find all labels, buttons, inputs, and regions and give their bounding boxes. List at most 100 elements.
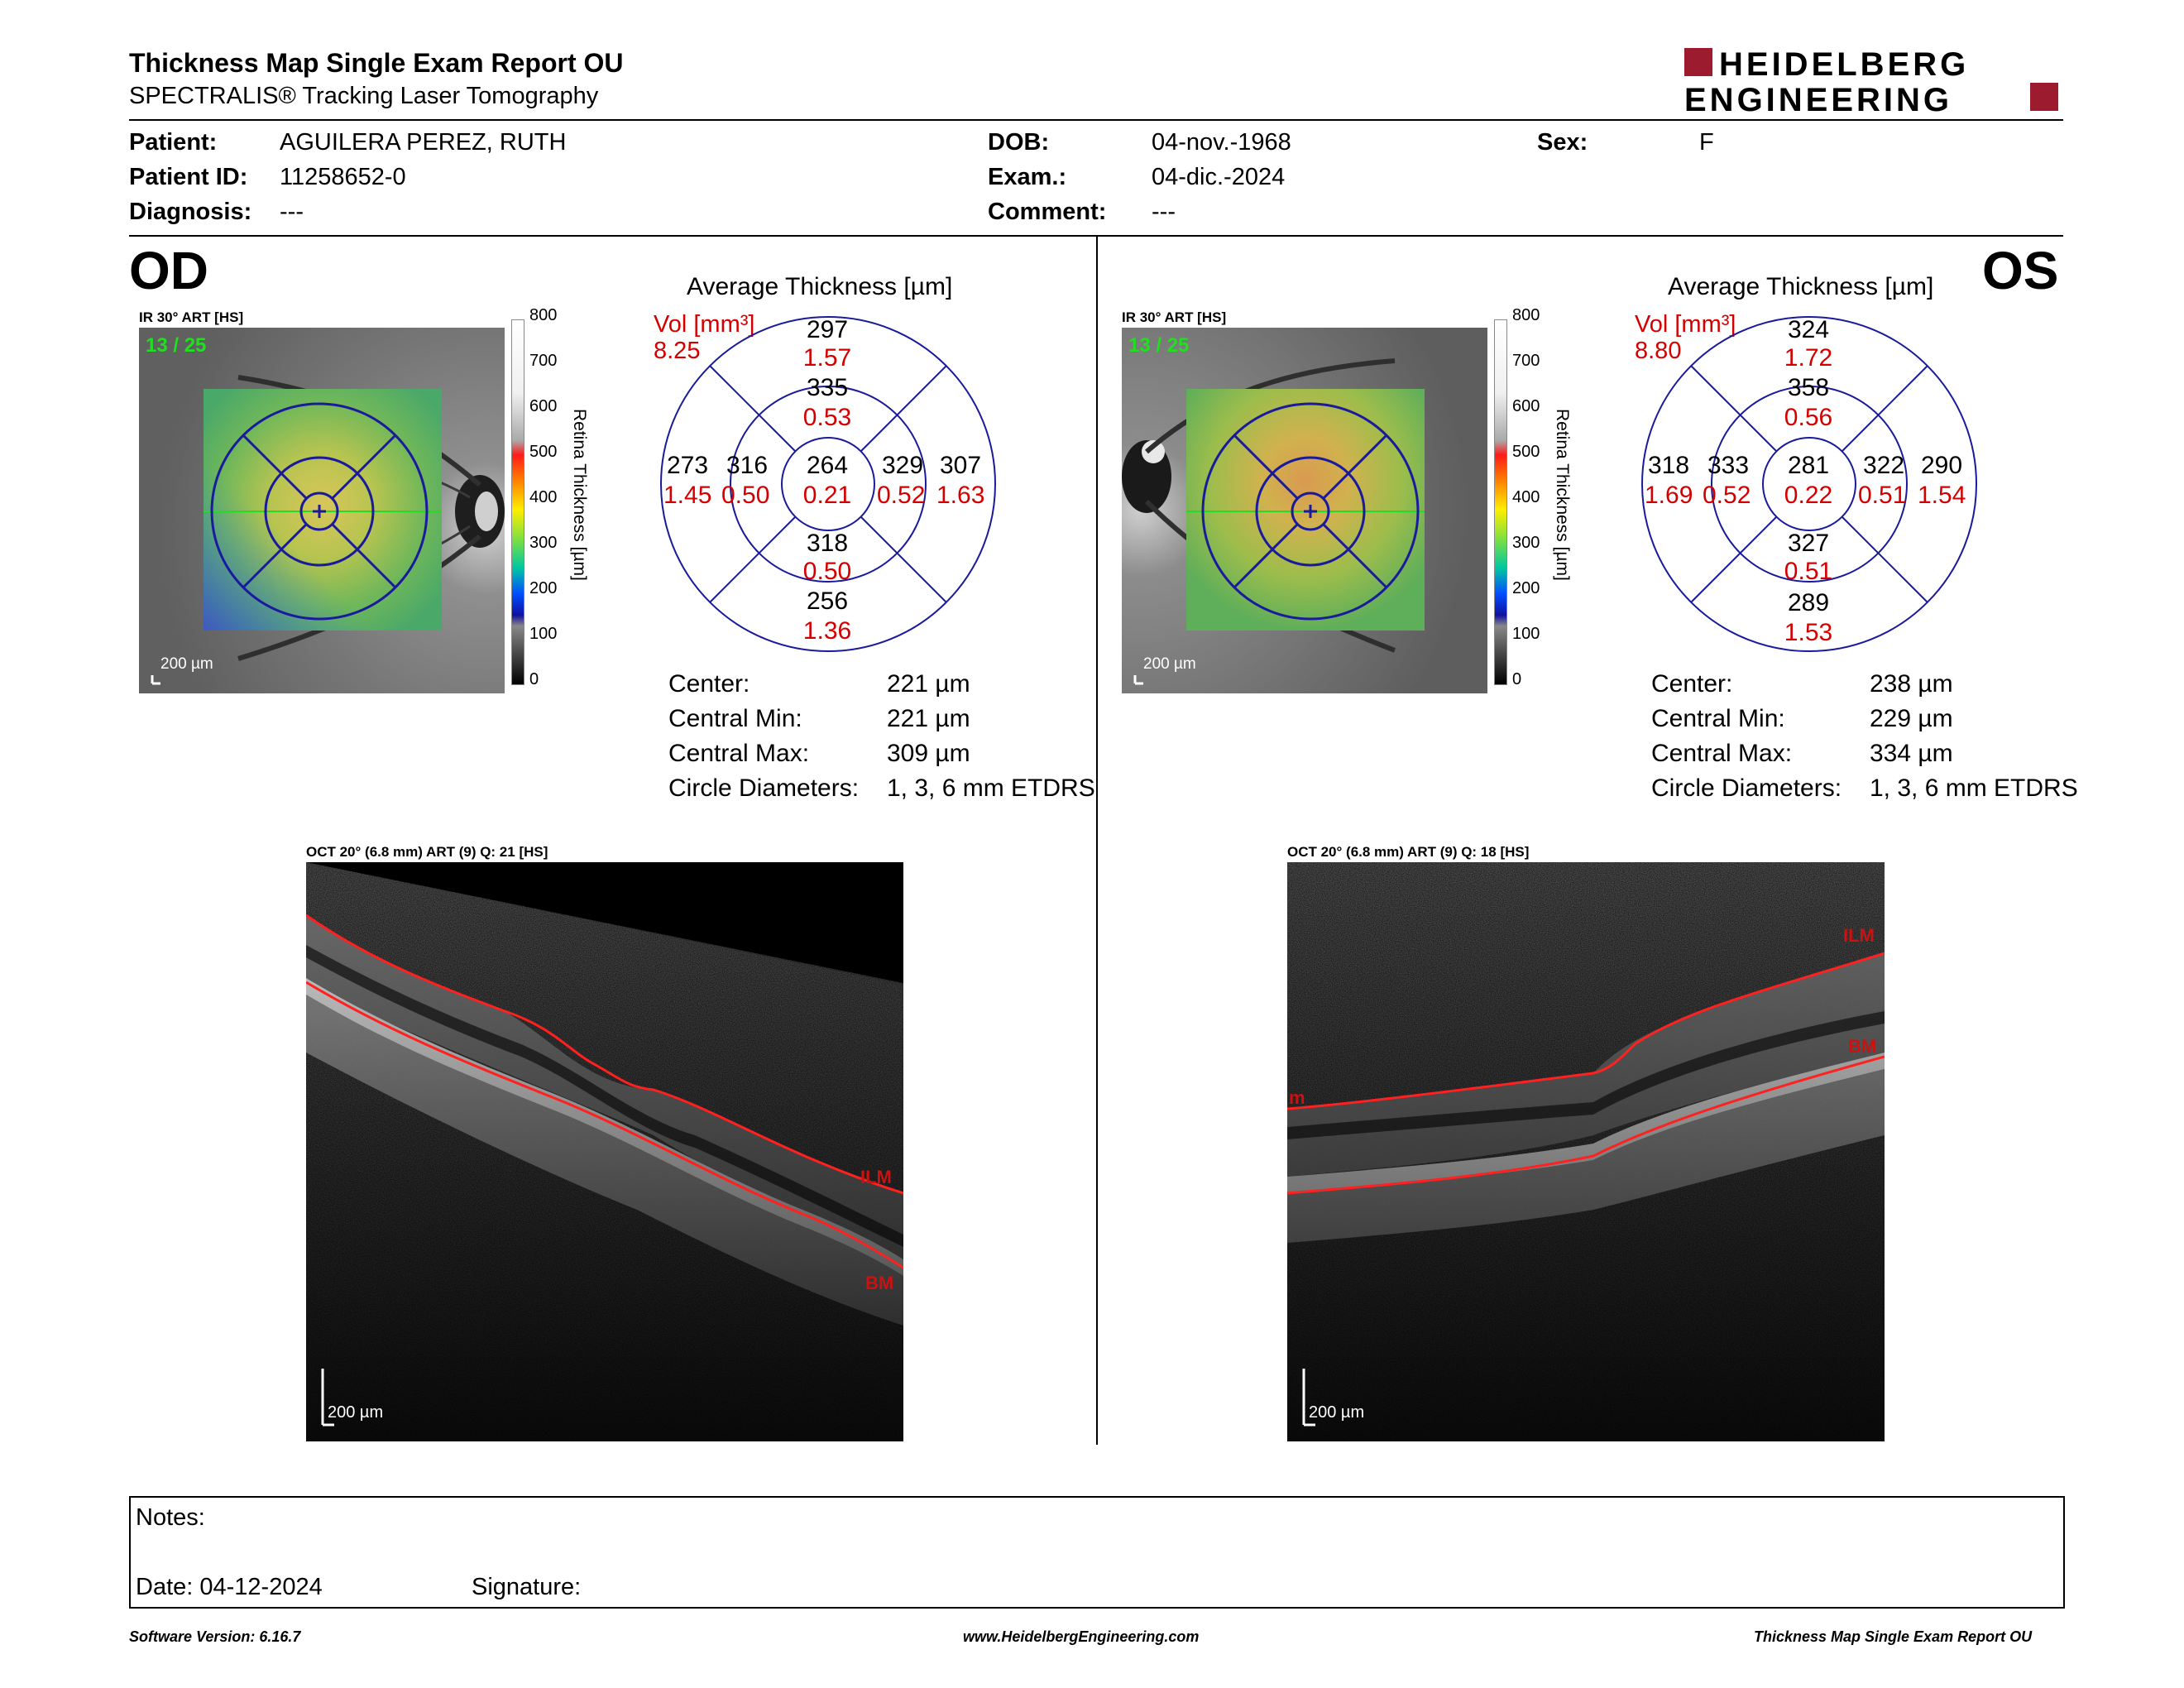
od-oct-bscan: ILM BM 200 µm <box>306 862 903 1441</box>
exam-label: Exam.: <box>988 164 1067 190</box>
od-central-min-label: Central Min: <box>668 705 802 732</box>
od-fundus-scalebar: 200 µm <box>160 655 213 673</box>
os-center-label: Center: <box>1651 670 1733 698</box>
footer-software-version: Software Version: 6.16.7 <box>129 1628 301 1645</box>
os-oct-bscan: ILM BM m 200 µm <box>1287 862 1885 1441</box>
os-etdrs-grid <box>1640 314 1979 654</box>
report-title: Thickness Map Single Exam Report OU <box>129 48 624 78</box>
od-outer-temporal-thickness: 307 <box>940 452 982 479</box>
os-center-value: 238 µm <box>1870 670 1953 698</box>
diagnosis-value: --- <box>280 199 304 225</box>
os-tick: 400 <box>1512 488 1540 506</box>
od-tick: 100 <box>529 625 558 643</box>
os-central-max-label: Central Max: <box>1651 740 1793 767</box>
od-inner-inferior-volume: 0.50 <box>802 558 852 585</box>
od-oct-scalebar: 200 µm <box>328 1403 384 1422</box>
od-ir-label: IR 30° ART [HS] <box>139 309 244 325</box>
patient-id: 11258652-0 <box>280 164 406 190</box>
od-center-label: Center: <box>668 670 750 698</box>
od-center-thickness: 264 <box>806 452 849 479</box>
os-inner-inferior-thickness: 327 <box>1787 530 1830 557</box>
os-outer-superior-volume: 1.72 <box>1784 344 1833 372</box>
patient-id-label: Patient ID: <box>129 164 248 190</box>
os-colorbar-ticks: 800 700 600 500 400 300 200 100 0 <box>1512 306 1545 695</box>
os-vol-label: Vol [mm³] <box>1635 311 1736 338</box>
eye-label-os: OS <box>1982 241 2059 300</box>
center-divider <box>1096 237 1098 1445</box>
od-tick: 800 <box>529 306 558 324</box>
od-oct-label: OCT 20° (6.8 mm) ART (9) Q: 21 [HS] <box>306 844 548 860</box>
os-average-thickness-title: Average Thickness [µm] <box>1668 273 1934 300</box>
os-frame-counter: 13 / 25 <box>1128 334 1190 357</box>
od-inner-temporal-volume: 0.52 <box>877 482 926 509</box>
od-tick: 0 <box>529 670 539 688</box>
footer-report-name: Thickness Map Single Exam Report OU <box>1754 1628 2033 1645</box>
od-tick: 600 <box>529 397 558 415</box>
os-inner-nasal-volume: 0.51 <box>1858 482 1907 509</box>
os-tick: 0 <box>1512 670 1522 688</box>
os-outer-nasal-volume: 1.54 <box>1918 482 1966 509</box>
dob-label: DOB: <box>988 129 1050 156</box>
od-tick: 500 <box>529 443 558 461</box>
od-outer-superior-volume: 1.57 <box>802 344 852 372</box>
od-outer-nasal-volume: 1.45 <box>663 482 712 509</box>
od-central-max-label: Central Max: <box>668 740 810 767</box>
patient-name: AGUILERA PEREZ, RUTH <box>280 129 567 156</box>
logo-graphic: HEIDELBERG ENGINEERING <box>1684 46 2058 118</box>
os-outer-superior-thickness: 324 <box>1787 316 1830 343</box>
os-oct-scalebar: 200 µm <box>1309 1403 1365 1422</box>
os-vol-value: 8.80 <box>1635 338 1682 364</box>
os-tick: 200 <box>1512 579 1540 597</box>
os-outer-temporal-volume: 1.69 <box>1645 482 1693 509</box>
eye-label-od: OD <box>129 241 208 300</box>
od-oct-graphic <box>306 862 903 1441</box>
notes-box: Notes: Date: 04-12-2024 Signature: <box>129 1496 2065 1609</box>
od-vol-value: 8.25 <box>654 338 701 364</box>
os-etdrs-graphic <box>1641 316 1977 652</box>
diagnosis-label: Diagnosis: <box>129 199 252 225</box>
os-inner-nasal-thickness: 322 <box>1863 452 1905 479</box>
os-tick: 300 <box>1512 534 1540 552</box>
os-fundus-scalebar: 200 µm <box>1143 655 1196 673</box>
os-outer-temporal-thickness: 318 <box>1648 452 1690 479</box>
comment-label: Comment: <box>988 199 1107 225</box>
od-fundus-thickness-map: 13 / 25 200 µm <box>139 328 505 693</box>
od-tick: 300 <box>529 534 558 552</box>
sex-label: Sex: <box>1537 129 1588 156</box>
os-central-min-value: 229 µm <box>1870 705 1953 732</box>
od-outer-superior-thickness: 297 <box>806 316 849 343</box>
od-tick: 700 <box>529 352 558 370</box>
os-center-thickness: 281 <box>1787 452 1830 479</box>
signature-label: Signature: <box>472 1574 582 1600</box>
od-inner-superior-volume: 0.53 <box>802 404 852 431</box>
os-tick: 600 <box>1512 397 1540 415</box>
od-inner-temporal-thickness: 329 <box>882 452 924 479</box>
notes-label: Notes: <box>136 1504 205 1531</box>
report-subtitle: SPECTRALIS® Tracking Laser Tomography <box>129 83 599 109</box>
os-bm-label: BM <box>1848 1036 1877 1057</box>
os-inner-inferior-volume: 0.51 <box>1784 558 1833 585</box>
os-tick: 100 <box>1512 625 1540 643</box>
header-divider <box>129 119 2063 121</box>
os-inner-superior-thickness: 358 <box>1787 374 1830 401</box>
od-center-volume: 0.21 <box>802 482 852 509</box>
od-colorbar-ticks: 800 700 600 500 400 300 200 100 0 <box>529 306 563 695</box>
os-oct-label: OCT 20° (6.8 mm) ART (9) Q: 18 [HS] <box>1287 844 1530 860</box>
od-inner-inferior-thickness: 318 <box>806 530 849 557</box>
os-outer-nasal-thickness: 290 <box>1921 452 1963 479</box>
os-inner-superior-volume: 0.56 <box>1784 404 1833 431</box>
footer-website: www.HeidelbergEngineering.com <box>963 1628 1200 1645</box>
date-label: Date: 04-12-2024 <box>136 1574 323 1600</box>
od-tick: 200 <box>529 579 558 597</box>
os-fundus-thickness-map: 13 / 25 200 µm <box>1122 328 1487 693</box>
patient-label: Patient: <box>129 129 218 156</box>
od-inner-nasal-thickness: 316 <box>726 452 769 479</box>
od-outer-temporal-volume: 1.63 <box>936 482 985 509</box>
dob-value: 04-nov.-1968 <box>1152 129 1291 156</box>
os-ilm-label: ILM <box>1843 925 1875 946</box>
od-bm-label: BM <box>865 1273 894 1293</box>
os-inner-temporal-thickness: 333 <box>1707 452 1750 479</box>
od-outer-inferior-volume: 1.36 <box>802 617 852 645</box>
od-fundus-graphic <box>139 328 505 693</box>
od-colorbar-title: Retina Thickness [µm] <box>570 409 589 581</box>
